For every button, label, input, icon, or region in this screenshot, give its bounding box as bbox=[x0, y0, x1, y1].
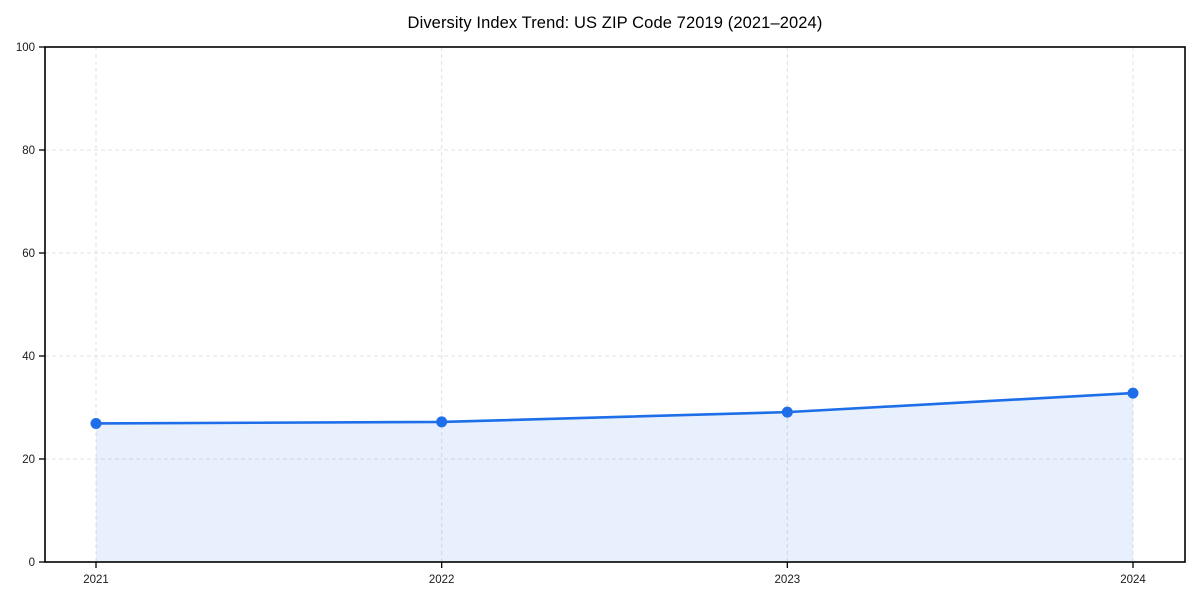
y-tick-label: 80 bbox=[22, 145, 35, 157]
data-point-marker bbox=[1127, 387, 1139, 399]
x-tick-label: 2021 bbox=[83, 574, 109, 586]
x-tick-label: 2024 bbox=[1120, 574, 1146, 586]
y-tick-label: 0 bbox=[29, 557, 35, 569]
y-tick-label: 100 bbox=[16, 42, 35, 54]
data-point-marker bbox=[90, 417, 102, 429]
trend-line bbox=[94, 391, 1135, 425]
data-point-marker bbox=[781, 406, 793, 418]
y-tick-label: 40 bbox=[22, 351, 35, 363]
plot-frame bbox=[44, 46, 1186, 563]
chart-title: Diversity Index Trend: US ZIP Code 72019… bbox=[407, 14, 823, 32]
y-tick-label: 60 bbox=[22, 248, 35, 260]
x-tick-label: 2022 bbox=[429, 574, 455, 586]
area-fill bbox=[96, 393, 1133, 562]
data-point-marker bbox=[436, 416, 448, 428]
y-tick-label: 20 bbox=[22, 454, 35, 466]
x-tick-label: 2023 bbox=[775, 574, 801, 586]
